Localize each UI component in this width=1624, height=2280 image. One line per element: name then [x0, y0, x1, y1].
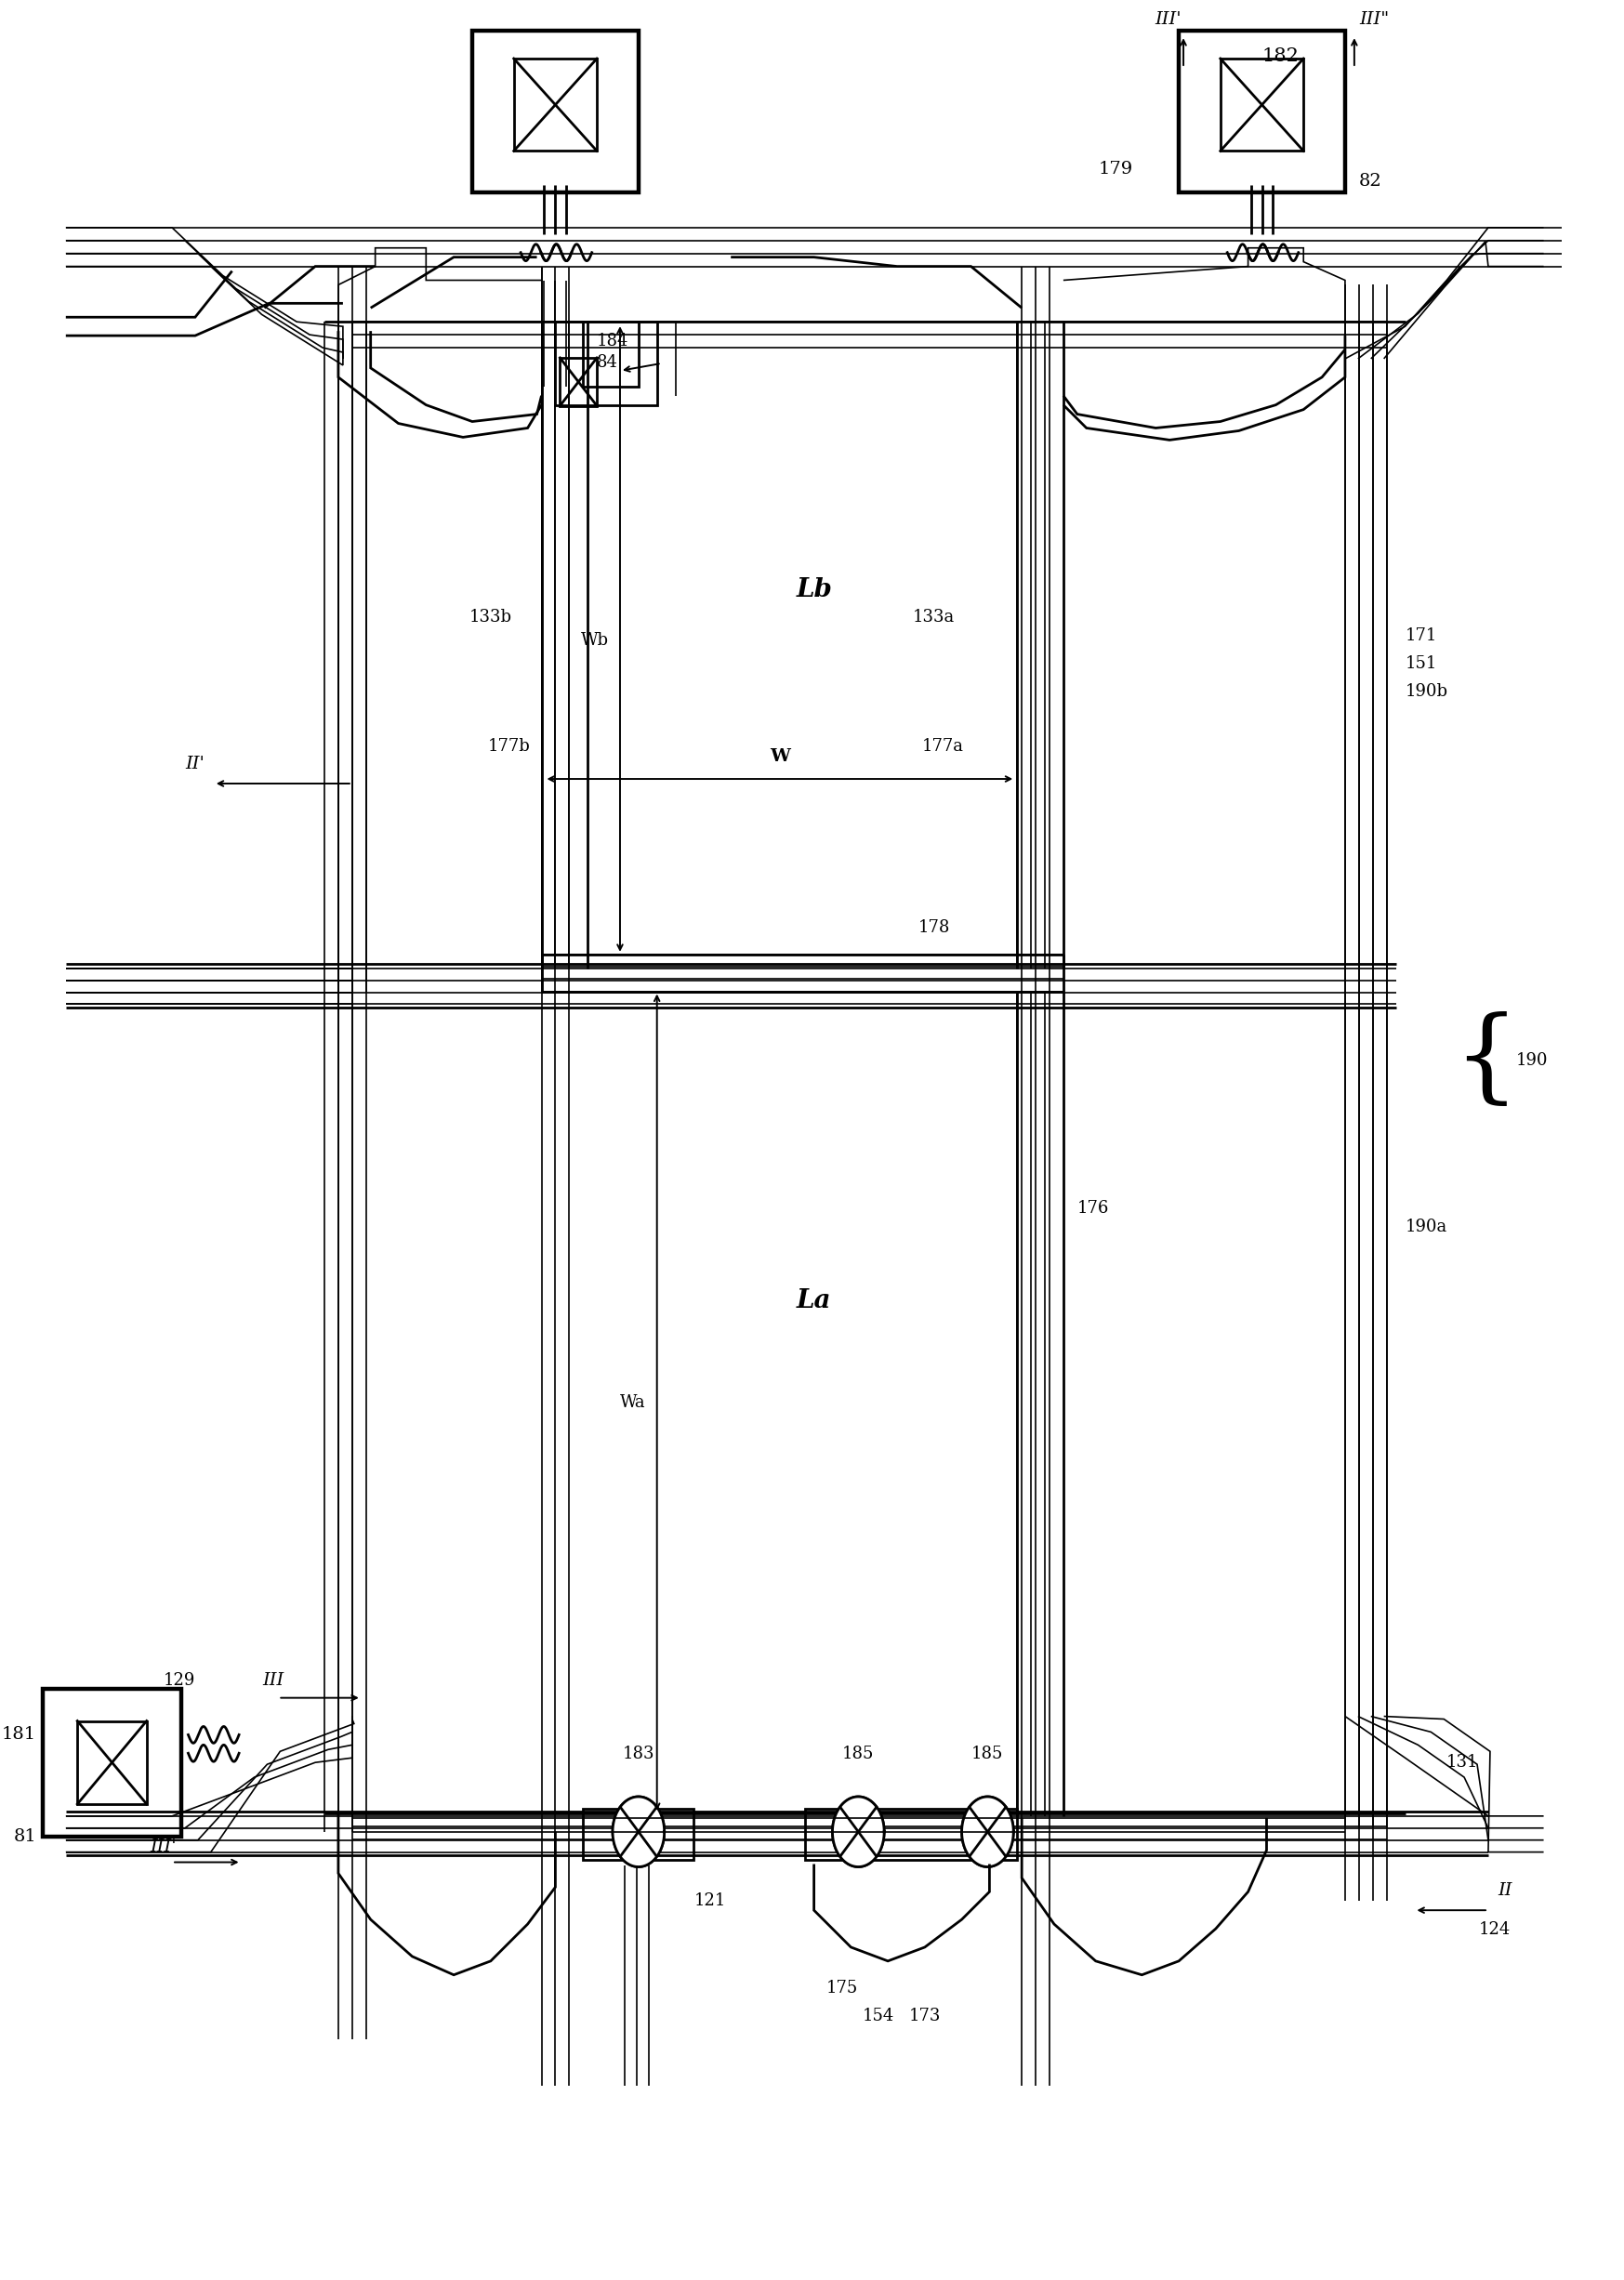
Text: II: II: [1497, 1883, 1512, 1899]
Text: 177b: 177b: [487, 739, 531, 755]
Text: II': II': [185, 755, 205, 773]
Text: 81: 81: [13, 1829, 36, 1845]
Text: 133a: 133a: [913, 609, 955, 625]
Bar: [42, 1689, 182, 1835]
Text: III": III": [1359, 11, 1389, 27]
Text: 121: 121: [693, 1892, 726, 1908]
Text: 182: 182: [1262, 48, 1299, 66]
Text: 82: 82: [1359, 173, 1382, 189]
Text: III': III': [1155, 11, 1182, 27]
Text: 185: 185: [843, 1746, 874, 1762]
Text: 173: 173: [909, 2006, 940, 2025]
Text: 131: 131: [1447, 1753, 1479, 1772]
Text: 190: 190: [1515, 1053, 1548, 1069]
Text: 190a: 190a: [1405, 1218, 1447, 1236]
Text: 190b: 190b: [1405, 682, 1449, 700]
Bar: [513, 59, 598, 150]
Text: 176: 176: [1077, 1199, 1109, 1218]
Bar: [560, 358, 598, 406]
Bar: [78, 1721, 146, 1803]
Bar: [1220, 59, 1304, 150]
Bar: [973, 1813, 1002, 1851]
Text: Lb: Lb: [796, 577, 831, 602]
Text: 129: 129: [162, 1671, 195, 1689]
Bar: [624, 1813, 653, 1851]
Text: W: W: [770, 748, 789, 766]
Text: 178: 178: [918, 919, 950, 935]
Polygon shape: [612, 1797, 664, 1867]
Text: Wb: Wb: [581, 632, 609, 650]
Bar: [583, 1808, 693, 1860]
Polygon shape: [961, 1797, 1013, 1867]
Text: III': III': [149, 1838, 175, 1856]
Text: 177a: 177a: [922, 739, 965, 755]
Text: 175: 175: [825, 1979, 857, 1997]
Text: 171: 171: [1405, 627, 1437, 645]
Text: 124: 124: [1479, 1922, 1510, 1938]
Text: 183: 183: [622, 1746, 654, 1762]
Text: La: La: [796, 1288, 831, 1313]
Polygon shape: [833, 1797, 883, 1867]
Text: {: {: [1453, 1010, 1520, 1110]
Text: III: III: [263, 1671, 284, 1689]
Bar: [806, 1808, 1017, 1860]
Text: 154: 154: [862, 2006, 895, 2025]
Bar: [473, 32, 638, 192]
Text: Wa: Wa: [620, 1393, 646, 1411]
Text: 84: 84: [598, 353, 619, 372]
Text: 184: 184: [598, 333, 628, 349]
Text: 151: 151: [1405, 654, 1437, 673]
Text: 181: 181: [2, 1726, 36, 1744]
Text: 133b: 133b: [469, 609, 512, 625]
Bar: [1179, 32, 1345, 192]
Bar: [844, 1813, 872, 1851]
Text: 185: 185: [971, 1746, 1004, 1762]
Text: 179: 179: [1098, 162, 1132, 178]
